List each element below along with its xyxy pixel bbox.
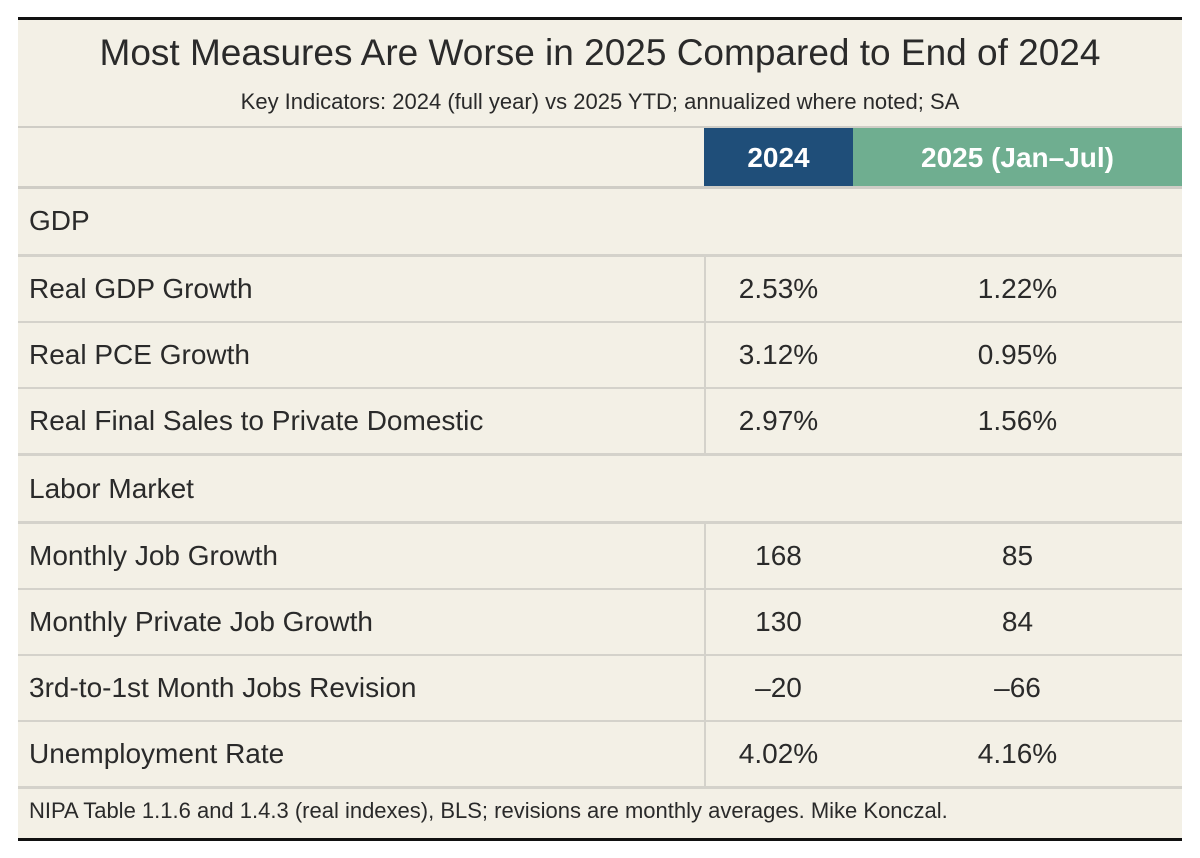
value-2025: 4.16% [977,738,1058,769]
header-divider [18,126,1182,128]
value-2024: 3.12% [738,339,819,370]
section-label: Labor Market [29,473,194,504]
row-label: Monthly Job Growth [29,540,278,571]
column-header-2024: 2024 [704,128,853,187]
row-label: Real Final Sales to Private Domestic [29,405,484,436]
column-divider [704,523,706,786]
value-2025: 1.22% [977,273,1058,304]
section-rule [18,453,1182,456]
row-label: Real PCE Growth [29,339,250,370]
value-2024: 2.97% [738,405,819,436]
chart-title: Most Measures Are Worse in 2025 Compared… [99,32,1101,73]
value-2024: 130 [755,606,802,637]
footnote: NIPA Table 1.1.6 and 1.4.3 (real indexes… [29,798,948,823]
value-2025: –66 [994,672,1041,703]
row-rule [18,321,1182,323]
value-2024: 2.53% [738,273,819,304]
header-rule [18,186,1182,189]
value-2025: 1.56% [977,405,1058,436]
value-2024: –20 [755,672,802,703]
value-2025: 0.95% [977,339,1058,370]
value-2024: 168 [755,540,802,571]
row-rule [18,387,1182,389]
row-rule [18,720,1182,722]
value-2025: 84 [1001,606,1034,637]
section-rule [18,521,1182,524]
row-rule [18,588,1182,590]
row-rule [18,654,1182,656]
value-2024: 4.02% [738,738,819,769]
row-label: Unemployment Rate [29,738,285,769]
footer-rule [18,786,1182,789]
table-frame: Most Measures Are Worse in 2025 Compared… [18,17,1182,841]
row-label: Monthly Private Job Growth [29,606,373,637]
column-header-2025: 2025 (Jan–Jul) [853,128,1182,187]
section-label: GDP [29,205,90,236]
chart-subtitle: Key Indicators: 2024 (full year) vs 2025… [240,89,960,114]
row-label: Real GDP Growth [29,273,253,304]
section-rule [18,254,1182,257]
value-2025: 85 [1001,540,1034,571]
row-label: 3rd-to-1st Month Jobs Revision [29,672,417,703]
column-divider [704,256,706,453]
